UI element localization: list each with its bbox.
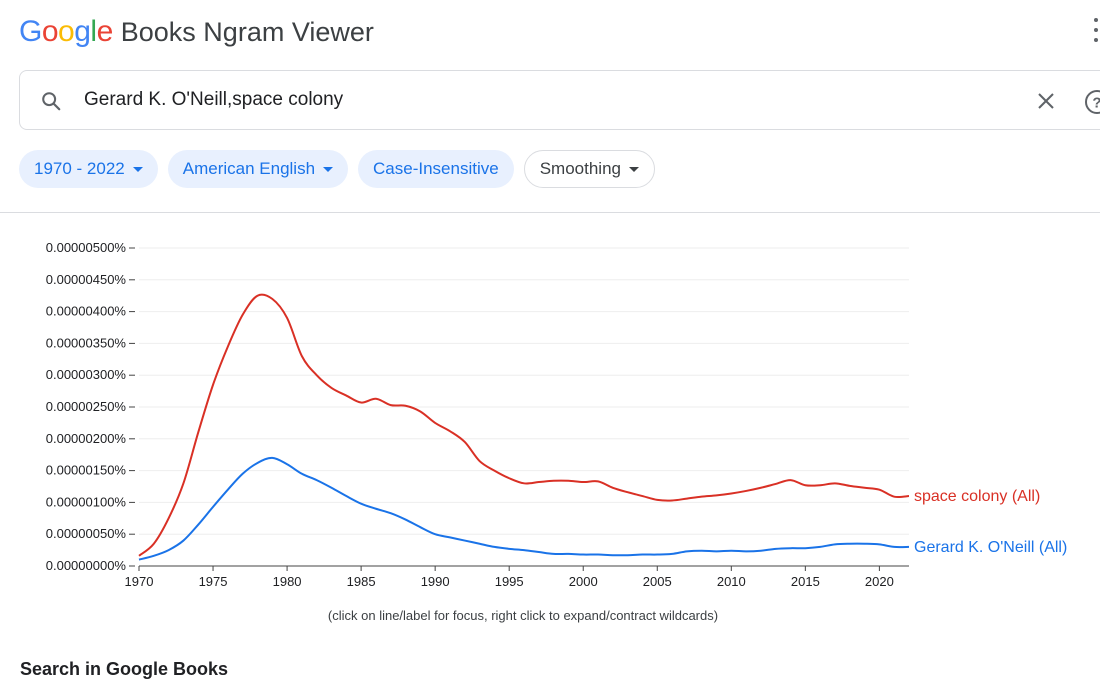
logo-letter: e [96, 15, 114, 48]
y-tick-label: 0.00000000% [46, 558, 127, 573]
chevron-down-icon [132, 166, 143, 172]
more-options-icon[interactable] [1094, 18, 1100, 42]
smoothing-dropdown[interactable]: Smoothing [523, 150, 655, 188]
y-tick-label: 0.00000300% [46, 367, 127, 382]
logo-letter: g [74, 15, 91, 48]
y-tick-label: 0.00000450% [46, 272, 127, 287]
x-tick-label: 1975 [199, 574, 228, 589]
y-tick-label: 0.00000200% [46, 431, 127, 446]
logo-letter: o [41, 15, 59, 48]
page-header: Google Books Ngram Viewer [19, 12, 374, 52]
help-icon[interactable]: ? [1084, 89, 1100, 120]
x-tick-label: 1990 [421, 574, 450, 589]
x-tick-label: 1970 [125, 574, 154, 589]
product-name: Books Ngram Viewer [120, 16, 374, 47]
divider [0, 212, 1100, 213]
search-bar[interactable]: Gerard K. O'Neill,space colony ? [19, 70, 1100, 130]
x-tick-label: 2000 [569, 574, 598, 589]
series-label[interactable]: space colony (All) [914, 488, 1040, 505]
corpus-dropdown[interactable]: American English [167, 150, 349, 188]
google-logo[interactable]: Google [19, 15, 113, 49]
books-section-title: Search in Google Books [20, 659, 229, 679]
chevron-down-icon [323, 166, 334, 172]
series-line[interactable] [138, 293, 910, 557]
x-tick-label: 1980 [273, 574, 302, 589]
x-tick-label: 2005 [643, 574, 672, 589]
series-label[interactable]: Gerard K. O'Neill (All) [914, 539, 1067, 556]
smoothing-label: Smoothing [539, 159, 621, 178]
series-line[interactable] [138, 456, 910, 561]
ngram-chart[interactable]: 0.00000000% 0.00000050% 0.00000100% 0.00000… [0, 220, 1100, 600]
y-tick-label: 0.00000100% [46, 494, 127, 509]
y-tick-label: 0.00000150% [46, 463, 127, 478]
search-icon[interactable] [40, 90, 62, 117]
y-tick-label: 0.00000400% [46, 304, 127, 319]
year-range-label: 1970 - 2022 [34, 159, 125, 178]
x-tick-label: 2010 [717, 574, 746, 589]
x-tick-label: 1985 [347, 574, 376, 589]
y-tick-label: 0.00000250% [46, 399, 127, 414]
x-tick-label: 2020 [865, 574, 894, 589]
search-input[interactable]: Gerard K. O'Neill,space colony [84, 89, 344, 110]
logo-letter: o [58, 15, 75, 48]
y-tick-label: 0.00000500% [46, 240, 127, 255]
clear-icon[interactable] [1036, 91, 1056, 116]
year-range-dropdown[interactable]: 1970 - 2022 [19, 150, 158, 188]
y-tick-label: 0.00000050% [46, 526, 127, 541]
chart-note: (click on line/label for focus, right cl… [327, 608, 719, 623]
x-tick-label: 1995 [495, 574, 524, 589]
case-insensitive-toggle[interactable]: Case-Insensitive [358, 150, 514, 188]
chevron-down-icon [628, 166, 639, 172]
logo-letter: G [19, 15, 42, 48]
logo-letter: l [90, 15, 97, 48]
svg-text:?: ? [1092, 95, 1100, 112]
corpus-label: American English [182, 159, 316, 178]
case-label: Case-Insensitive [373, 159, 499, 178]
x-tick-label: 2015 [791, 574, 820, 589]
y-tick-label: 0.00000350% [46, 335, 127, 350]
filter-chips: 1970 - 2022 American English Case-Insens… [19, 150, 655, 188]
